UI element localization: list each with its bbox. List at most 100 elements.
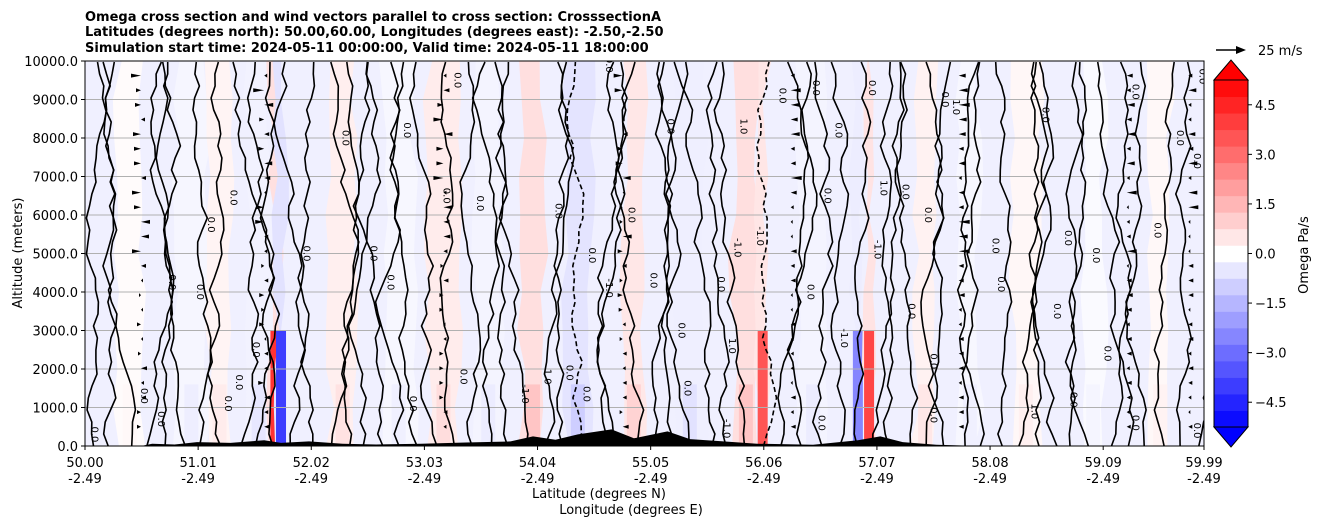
wind-vector-132 bbox=[958, 322, 962, 327]
wind-vector-152 bbox=[1126, 395, 1131, 400]
contour-line-47 bbox=[920, 61, 945, 446]
contour-label-58: 0.0 bbox=[1040, 107, 1051, 123]
colorbar-segment-20 bbox=[1214, 80, 1248, 98]
contour-label-63: 0.0 bbox=[1090, 247, 1101, 263]
omega-band-core bbox=[682, 384, 697, 446]
wind-vector-141 bbox=[958, 190, 965, 195]
wind-vector-69 bbox=[436, 146, 444, 151]
wind-vector-98 bbox=[614, 88, 623, 93]
wind-vector-layer bbox=[131, 73, 1199, 429]
contour-label-51: 0.0 bbox=[928, 353, 939, 369]
wind-vector-50 bbox=[443, 424, 447, 429]
contour-line-2 bbox=[102, 61, 137, 446]
wind-vector-181 bbox=[1188, 336, 1194, 341]
contour-line-8 bbox=[232, 61, 260, 446]
x-tick-lon-label-2: -2.49 bbox=[294, 472, 328, 487]
colorbar-segment-9 bbox=[1214, 261, 1248, 279]
contour-label-33: 1.0 bbox=[726, 338, 737, 354]
contour-label-71: 0.0 bbox=[1191, 423, 1202, 439]
wind-vector-182 bbox=[1188, 322, 1193, 327]
colorbar-tick-label-4: −1.5 bbox=[1255, 297, 1287, 312]
wind-vector-134 bbox=[958, 293, 965, 298]
contour-line-6 bbox=[192, 61, 214, 446]
wind-vector-198 bbox=[1188, 88, 1197, 93]
wind-vector-124 bbox=[790, 73, 795, 78]
wind-vector-13 bbox=[141, 234, 150, 239]
wind-vector-135 bbox=[958, 278, 964, 283]
contour-line-48 bbox=[961, 61, 982, 446]
omega-band-core bbox=[526, 384, 541, 446]
wind-vector-67 bbox=[433, 176, 444, 181]
colorbar-segment-14 bbox=[1214, 179, 1248, 197]
contour-label-38: 0.0 bbox=[776, 88, 787, 104]
wind-vector-91 bbox=[622, 190, 625, 195]
contour-label-16: 0.0 bbox=[474, 195, 485, 211]
contour-line-56 bbox=[1110, 61, 1132, 446]
wind-vector-56 bbox=[443, 336, 447, 341]
contour-label-69: 0.0 bbox=[1191, 153, 1202, 169]
x-tick-lon-label-9: -2.49 bbox=[1086, 472, 1120, 487]
wind-vector-72 bbox=[437, 102, 444, 107]
wind-vector-113 bbox=[790, 234, 793, 239]
wind-vector-192 bbox=[1188, 176, 1192, 181]
contour-label-17: 0.0 bbox=[452, 72, 463, 88]
wind-vector-78 bbox=[622, 380, 627, 385]
contour-line-60 bbox=[1174, 61, 1193, 446]
contour-label-6: 0.0 bbox=[228, 190, 239, 206]
wind-vector-193 bbox=[1188, 161, 1198, 166]
x-tick-lon-label-3: -2.49 bbox=[408, 472, 442, 487]
wind-vector-79 bbox=[622, 366, 626, 371]
contour-line-35 bbox=[705, 61, 730, 446]
wind-vector-197 bbox=[1188, 102, 1192, 107]
wind-vector-15 bbox=[134, 205, 142, 210]
contour-label-61: 1.0 bbox=[1029, 403, 1040, 419]
omega-contour-layer bbox=[85, 61, 1204, 446]
colorbar-label: Omega Pa/s bbox=[1297, 216, 1312, 294]
x-tick-lat-label-7: 57.07 bbox=[858, 456, 895, 471]
contour-line-30 bbox=[613, 61, 645, 446]
contour-label-25: -1.0 bbox=[603, 278, 614, 298]
x-tick-lon-label-7: -2.49 bbox=[860, 472, 894, 487]
contour-line-25 bbox=[543, 61, 575, 446]
contour-label-45: 0.0 bbox=[816, 415, 827, 431]
wind-vector-42 bbox=[264, 176, 271, 181]
wind-vector-94 bbox=[617, 146, 623, 151]
x-tick-lat-label-3: 53.03 bbox=[406, 456, 443, 471]
wind-vector-70 bbox=[443, 132, 453, 137]
wind-vector-144 bbox=[958, 146, 964, 151]
wind-vector-165 bbox=[1126, 205, 1129, 210]
contour-label-67: 0.0 bbox=[1152, 222, 1163, 238]
colorbar-segment-11 bbox=[1214, 228, 1248, 246]
wind-vector-153 bbox=[1126, 380, 1132, 385]
x-tick-lon-label-0: -2.49 bbox=[68, 472, 102, 487]
colorbar-tick-label-0: 4.5 bbox=[1255, 99, 1276, 114]
wind-vector-85 bbox=[619, 278, 623, 283]
wind-vector-103 bbox=[790, 380, 793, 385]
wind-vector-75 bbox=[622, 424, 629, 429]
wind-vector-104 bbox=[790, 366, 794, 371]
x-axis-label-longitude: Longitude (degrees E) bbox=[559, 503, 703, 518]
wind-vector-43 bbox=[264, 161, 273, 166]
wind-vector-196 bbox=[1188, 117, 1192, 122]
contour-label-12: 0.0 bbox=[368, 246, 379, 262]
contour-line-12 bbox=[264, 61, 314, 446]
contour-label-1: 0.0 bbox=[138, 388, 149, 404]
wind-vector-63 bbox=[443, 234, 451, 239]
wind-vector-80 bbox=[622, 351, 627, 356]
wind-vector-41 bbox=[264, 190, 267, 195]
contour-label-65: 0.0 bbox=[1129, 84, 1140, 100]
y-tick-label-7: 7000.0 bbox=[33, 171, 79, 186]
wind-vector-143 bbox=[958, 161, 965, 166]
omega-band-core bbox=[626, 384, 641, 446]
contour-label-39: -1.0 bbox=[720, 419, 731, 439]
wind-vector-8 bbox=[141, 307, 144, 312]
wind-vector-49 bbox=[264, 73, 268, 78]
contour-label-24: 0.0 bbox=[552, 203, 563, 219]
colorbar-tick-label-3: 0.0 bbox=[1255, 248, 1276, 263]
wind-vector-128 bbox=[958, 380, 962, 385]
contour-label-28: 0.0 bbox=[603, 57, 614, 73]
contour-line-33 bbox=[663, 61, 690, 446]
wind-vector-38 bbox=[264, 234, 269, 239]
wind-vector-54 bbox=[439, 366, 444, 371]
wind-vector-133 bbox=[958, 307, 962, 312]
